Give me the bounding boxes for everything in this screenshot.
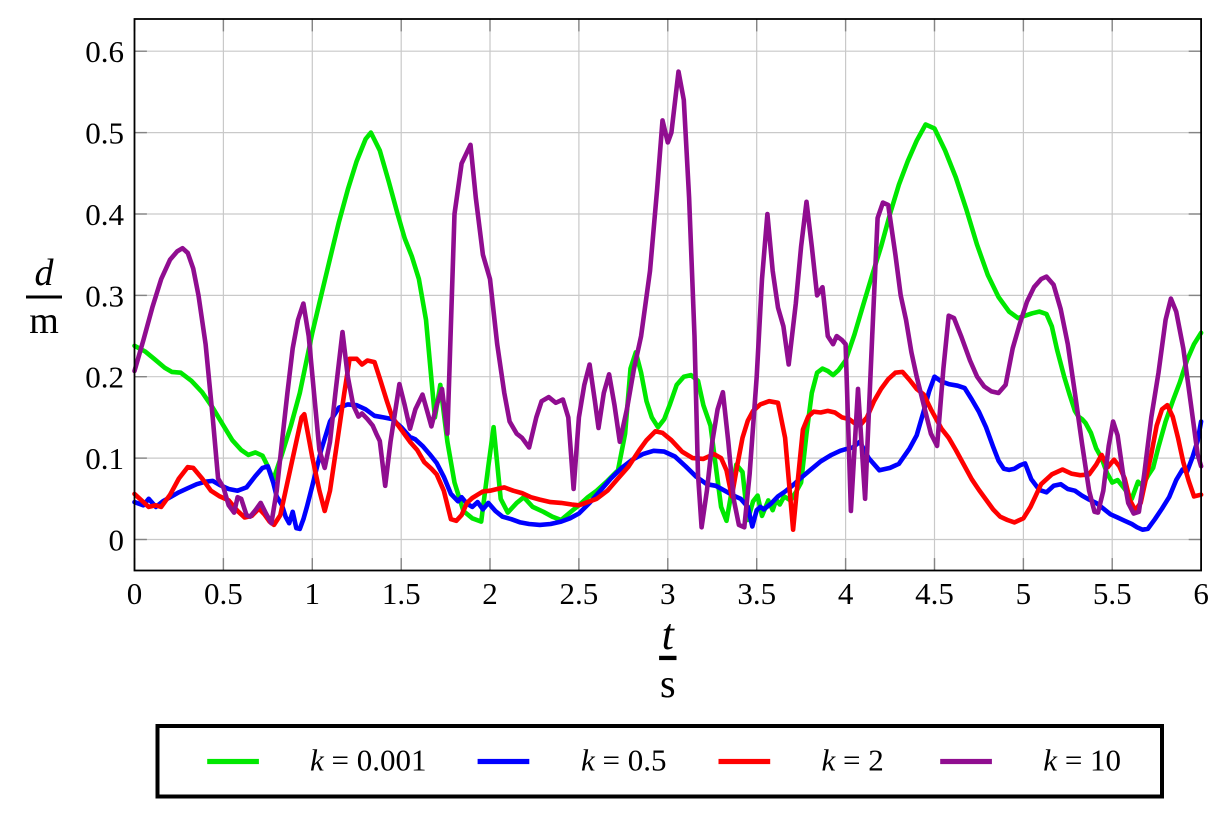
svg-text:0.2: 0.2: [85, 360, 124, 395]
svg-text:3.5: 3.5: [737, 576, 776, 611]
svg-text:t: t: [662, 610, 676, 659]
svg-text:5: 5: [1016, 576, 1032, 611]
svg-text:1.5: 1.5: [382, 576, 421, 611]
svg-text:s: s: [660, 661, 676, 706]
svg-text:1: 1: [305, 576, 321, 611]
svg-text:k = 2: k = 2: [822, 743, 884, 778]
svg-text:k = 10: k = 10: [1043, 743, 1121, 778]
svg-text:m: m: [29, 300, 59, 342]
svg-text:4: 4: [838, 576, 854, 611]
svg-text:2.5: 2.5: [560, 576, 599, 611]
svg-text:0.5: 0.5: [85, 116, 124, 151]
svg-text:3: 3: [660, 576, 676, 611]
svg-text:0.4: 0.4: [85, 197, 124, 232]
svg-text:2: 2: [482, 576, 498, 611]
svg-text:k = 0.001: k = 0.001: [310, 743, 427, 778]
svg-text:5.5: 5.5: [1093, 576, 1132, 611]
svg-text:0.3: 0.3: [85, 278, 124, 313]
svg-text:0.5: 0.5: [204, 576, 243, 611]
svg-text:0.1: 0.1: [85, 441, 124, 476]
svg-text:0: 0: [109, 523, 125, 558]
svg-text:k = 0.5: k = 0.5: [581, 743, 667, 778]
svg-text:6: 6: [1193, 576, 1209, 611]
svg-text:0: 0: [127, 576, 143, 611]
svg-text:0.6: 0.6: [85, 34, 124, 69]
svg-text:4.5: 4.5: [915, 576, 954, 611]
svg-text:d: d: [35, 252, 55, 294]
